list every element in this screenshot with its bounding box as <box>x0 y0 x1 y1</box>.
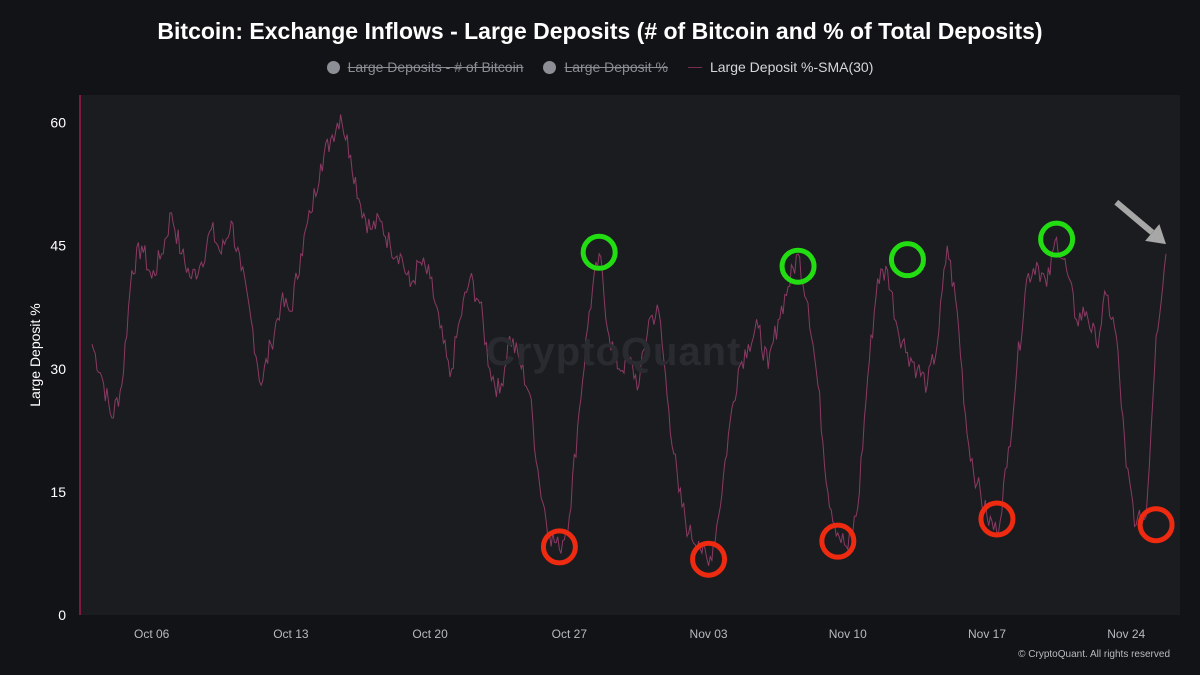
y-tick-label: 60 <box>50 115 66 131</box>
arrow-shaft <box>1114 199 1155 235</box>
red-circle-marker <box>978 500 1016 538</box>
chart-legend: Large Deposits - # of Bitcoin Large Depo… <box>0 59 1200 75</box>
y-axis-label: Large Deposit % <box>27 303 43 407</box>
red-circle-marker <box>690 540 728 578</box>
red-circle-marker <box>540 528 578 566</box>
x-tick-label: Nov 24 <box>1107 627 1145 641</box>
red-circle-marker <box>1137 506 1175 544</box>
x-tick-label: Oct 06 <box>134 627 170 641</box>
red-circle-marker <box>819 522 857 560</box>
legend-label: Large Deposit %-SMA(30) <box>709 59 874 75</box>
green-circle-marker <box>580 233 618 271</box>
y-axis-ticks: 0 15 30 45 60 <box>50 115 66 623</box>
annotation-markers <box>540 220 1175 578</box>
copyright-footer: © CryptoQuant. All rights reserved <box>1018 649 1170 660</box>
legend-item-large-deposit-pct[interactable]: Large Deposit % <box>543 59 668 75</box>
x-tick-label: Nov 10 <box>829 627 867 641</box>
legend-line-icon <box>687 66 702 68</box>
green-circle-marker <box>1038 220 1076 258</box>
x-tick-label: Nov 03 <box>690 627 728 641</box>
x-tick-label: Oct 13 <box>273 627 309 641</box>
legend-label: Large Deposits - # of Bitcoin <box>347 59 524 75</box>
series-line-sma30 <box>91 114 1167 566</box>
x-tick-label: Nov 17 <box>968 627 1006 641</box>
arrow-head-icon <box>1145 224 1166 245</box>
legend-label: Large Deposit % <box>564 59 668 75</box>
y-tick-label: 0 <box>58 607 66 623</box>
legend-item-large-deposits-btc[interactable]: Large Deposits - # of Bitcoin <box>326 59 524 75</box>
watermark: CryptoQuant <box>486 330 742 374</box>
y-tick-label: 30 <box>50 361 66 377</box>
y-tick-label: 15 <box>50 484 66 500</box>
x-axis-ticks: Oct 06 Oct 13 Oct 20 Oct 27 Nov 03 Nov 10 Nov … <box>134 627 1146 641</box>
x-tick-label: Oct 27 <box>552 627 588 641</box>
legend-dot-icon <box>543 60 557 74</box>
y-tick-label: 45 <box>50 238 66 254</box>
legend-item-sma30[interactable]: Large Deposit %-SMA(30) <box>687 59 874 75</box>
legend-dot-icon <box>326 60 340 74</box>
arrow-annotation <box>1114 199 1166 245</box>
green-circle-marker <box>888 241 926 279</box>
x-tick-label: Oct 20 <box>412 627 448 641</box>
green-circle-marker <box>779 247 817 285</box>
chart-title: Bitcoin: Exchange Inflows - Large Deposi… <box>157 18 1043 44</box>
